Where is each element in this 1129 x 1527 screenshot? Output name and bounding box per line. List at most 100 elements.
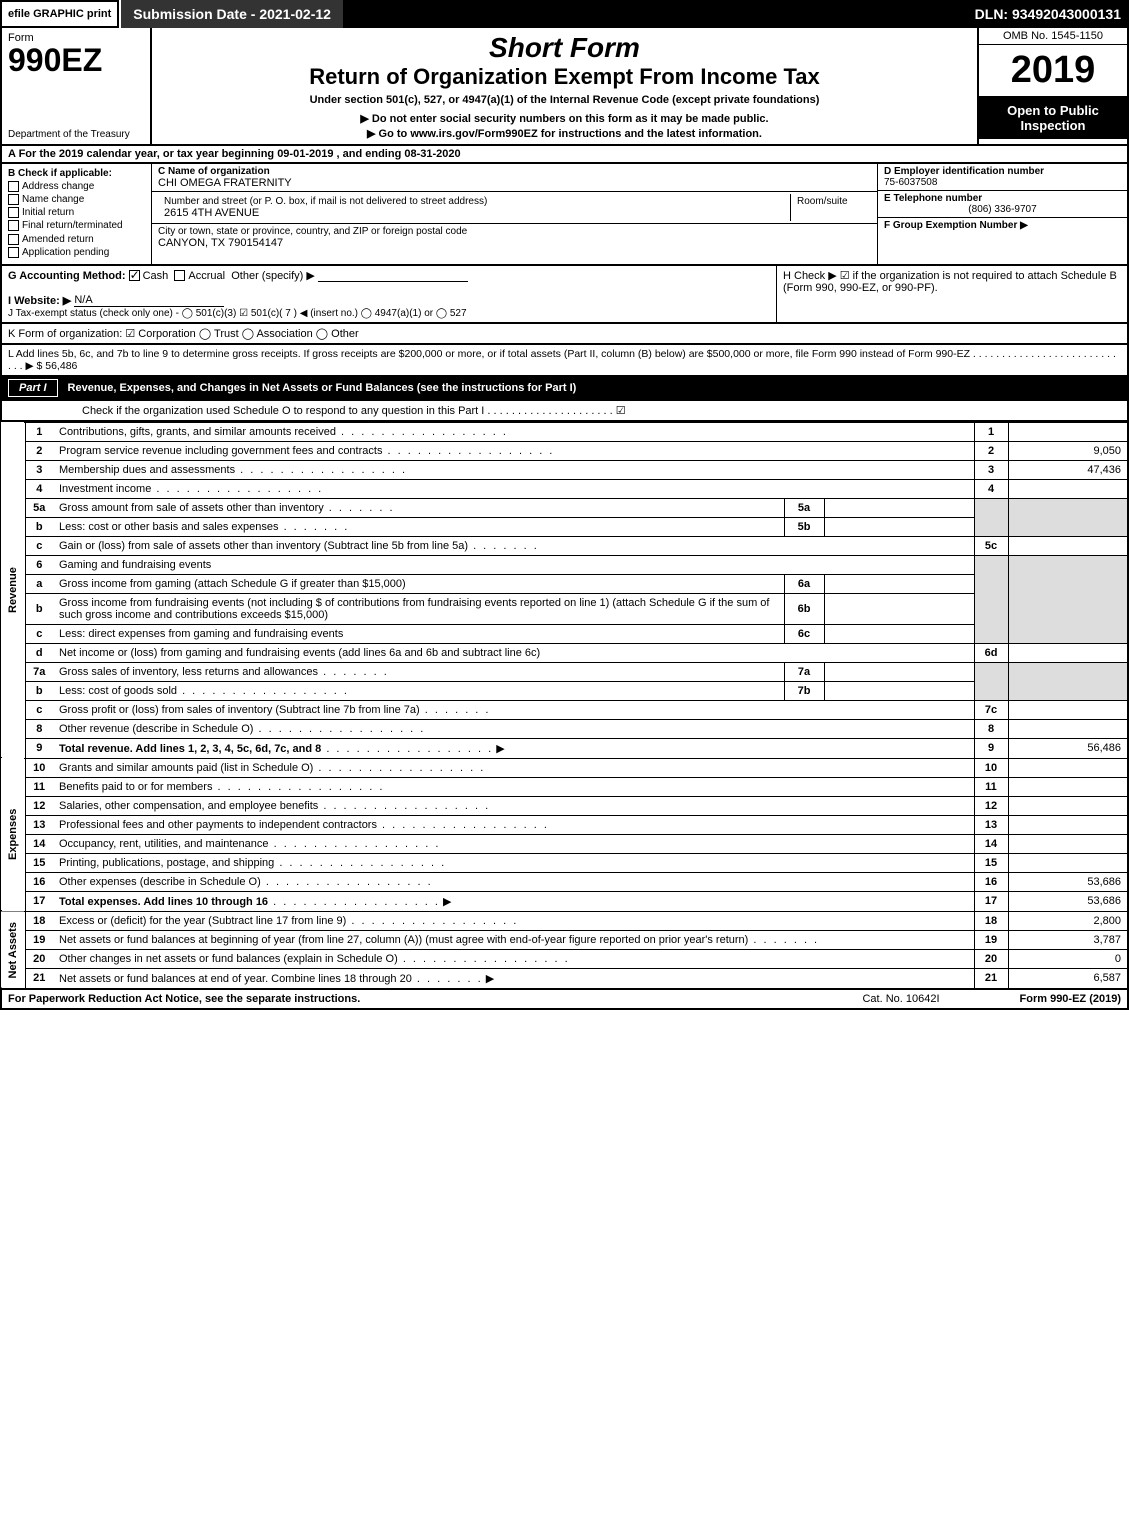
line-ref: 20 bbox=[974, 949, 1008, 968]
table-row: 14 Occupancy, rent, utilities, and maint… bbox=[1, 834, 1128, 853]
form-version: Form 990-EZ (2019) bbox=[961, 993, 1121, 1005]
check-cash[interactable] bbox=[129, 270, 140, 281]
line-ref: 1 bbox=[974, 422, 1008, 441]
mini-amount bbox=[824, 681, 974, 700]
short-form-tag: Short Form bbox=[162, 32, 967, 64]
line-amount bbox=[1008, 479, 1128, 498]
table-row: 7a Gross sales of inventory, less return… bbox=[1, 662, 1128, 681]
row-j: J Tax-exempt status (check only one) - ◯… bbox=[8, 308, 467, 319]
catalog-number: Cat. No. 10642I bbox=[841, 993, 961, 1005]
line-ref: 14 bbox=[974, 834, 1008, 853]
line-amount bbox=[1008, 536, 1128, 555]
line-desc: Net assets or fund balances at beginning… bbox=[53, 930, 974, 949]
line-desc: Gross income from fundraising events (no… bbox=[53, 593, 784, 624]
mini-amount bbox=[824, 517, 974, 536]
line-num: 11 bbox=[25, 777, 53, 796]
table-row: 9 Total revenue. Add lines 1, 2, 3, 4, 5… bbox=[1, 738, 1128, 758]
line-num: 9 bbox=[25, 738, 53, 758]
omb-number: OMB No. 1545-1150 bbox=[979, 28, 1127, 45]
accrual-label: Accrual bbox=[188, 270, 225, 282]
mini-amount bbox=[824, 498, 974, 517]
line-amount bbox=[1008, 719, 1128, 738]
line-amount bbox=[1008, 643, 1128, 662]
shade-cell bbox=[974, 662, 1008, 700]
form-id-block: Form 990EZ Department of the Treasury bbox=[2, 28, 152, 144]
line-num: c bbox=[25, 700, 53, 719]
line-amount bbox=[1008, 834, 1128, 853]
expenses-side-label: Expenses bbox=[1, 758, 25, 911]
print-button[interactable]: efile GRAPHIC print bbox=[0, 0, 119, 28]
line-amount bbox=[1008, 422, 1128, 441]
shade-cell bbox=[1008, 555, 1128, 643]
line-desc: Gaming and fundraising events bbox=[53, 555, 974, 574]
row-l: L Add lines 5b, 6c, and 7b to line 9 to … bbox=[0, 345, 1129, 377]
line-desc: Gross amount from sale of assets other t… bbox=[53, 498, 784, 517]
table-row: 20 Other changes in net assets or fund b… bbox=[1, 949, 1128, 968]
goto-link[interactable]: ▶ Go to www.irs.gov/Form990EZ for instru… bbox=[162, 127, 967, 140]
check-address-change[interactable]: Address change bbox=[8, 181, 145, 192]
check-name-change[interactable]: Name change bbox=[8, 194, 145, 205]
table-row: 21 Net assets or fund balances at end of… bbox=[1, 968, 1128, 989]
line-ref: 17 bbox=[974, 891, 1008, 911]
ein-label: D Employer identification number bbox=[884, 166, 1121, 177]
table-row: 13 Professional fees and other payments … bbox=[1, 815, 1128, 834]
table-row: c Gain or (loss) from sale of assets oth… bbox=[1, 536, 1128, 555]
submission-date: Submission Date - 2021-02-12 bbox=[119, 0, 343, 28]
website-value: N/A bbox=[74, 294, 224, 307]
table-row: b Less: cost or other basis and sales ex… bbox=[1, 517, 1128, 536]
line-desc: Less: direct expenses from gaming and fu… bbox=[53, 624, 784, 643]
net-assets-side-label: Net Assets bbox=[1, 911, 25, 989]
line-desc: Gross profit or (loss) from sales of inv… bbox=[53, 700, 974, 719]
line-desc: Other changes in net assets or fund bala… bbox=[53, 949, 974, 968]
table-row: Net Assets 18 Excess or (deficit) for th… bbox=[1, 911, 1128, 930]
table-row: 19 Net assets or fund balances at beginn… bbox=[1, 930, 1128, 949]
line-ref: 18 bbox=[974, 911, 1008, 930]
shade-cell bbox=[974, 498, 1008, 536]
check-amended-return[interactable]: Amended return bbox=[8, 234, 145, 245]
line-num: 10 bbox=[25, 758, 53, 777]
table-row: d Net income or (loss) from gaming and f… bbox=[1, 643, 1128, 662]
table-row: 16 Other expenses (describe in Schedule … bbox=[1, 872, 1128, 891]
line-num: 1 bbox=[25, 422, 53, 441]
spacer bbox=[343, 0, 967, 28]
shade-cell bbox=[1008, 498, 1128, 536]
table-row: Revenue 1 Contributions, gifts, grants, … bbox=[1, 422, 1128, 441]
part-1-header: Part I Revenue, Expenses, and Changes in… bbox=[0, 377, 1129, 401]
line-desc: Gain or (loss) from sale of assets other… bbox=[53, 536, 974, 555]
line-amount: 56,486 bbox=[1008, 738, 1128, 758]
tax-year: 2019 bbox=[979, 45, 1127, 97]
line-desc: Program service revenue including govern… bbox=[53, 441, 974, 460]
table-row: 15 Printing, publications, postage, and … bbox=[1, 853, 1128, 872]
street-value: 2615 4TH AVENUE bbox=[164, 207, 784, 219]
mini-ref: 7b bbox=[784, 681, 824, 700]
table-row: b Less: cost of goods sold 7b bbox=[1, 681, 1128, 700]
form-subtitle: Under section 501(c), 527, or 4947(a)(1)… bbox=[162, 94, 967, 106]
line-ref: 2 bbox=[974, 441, 1008, 460]
check-accrual[interactable] bbox=[174, 270, 185, 281]
revenue-side-label: Revenue bbox=[1, 422, 25, 758]
line-num: 20 bbox=[25, 949, 53, 968]
line-num: c bbox=[25, 624, 53, 643]
shade-cell bbox=[974, 555, 1008, 643]
line-num: 19 bbox=[25, 930, 53, 949]
line-desc: Less: cost or other basis and sales expe… bbox=[53, 517, 784, 536]
line-amount bbox=[1008, 853, 1128, 872]
check-application-pending[interactable]: Application pending bbox=[8, 247, 145, 258]
mini-amount bbox=[824, 574, 974, 593]
line-ref: 12 bbox=[974, 796, 1008, 815]
table-row: 8 Other revenue (describe in Schedule O)… bbox=[1, 719, 1128, 738]
org-name-label: C Name of organization bbox=[158, 166, 871, 177]
dln-number: DLN: 93492043000131 bbox=[967, 0, 1129, 28]
line-desc: Excess or (deficit) for the year (Subtra… bbox=[53, 911, 974, 930]
other-specify-input[interactable] bbox=[318, 281, 468, 282]
line-ref: 16 bbox=[974, 872, 1008, 891]
line-desc: Other expenses (describe in Schedule O) bbox=[53, 872, 974, 891]
check-initial-return[interactable]: Initial return bbox=[8, 207, 145, 218]
row-a-tax-year: A For the 2019 calendar year, or tax yea… bbox=[0, 146, 1129, 164]
line-amount bbox=[1008, 758, 1128, 777]
check-final-return[interactable]: Final return/terminated bbox=[8, 220, 145, 231]
department-label: Department of the Treasury bbox=[8, 129, 130, 140]
line-num: d bbox=[25, 643, 53, 662]
table-row: 2 Program service revenue including gove… bbox=[1, 441, 1128, 460]
table-row: 3 Membership dues and assessments 3 47,4… bbox=[1, 460, 1128, 479]
